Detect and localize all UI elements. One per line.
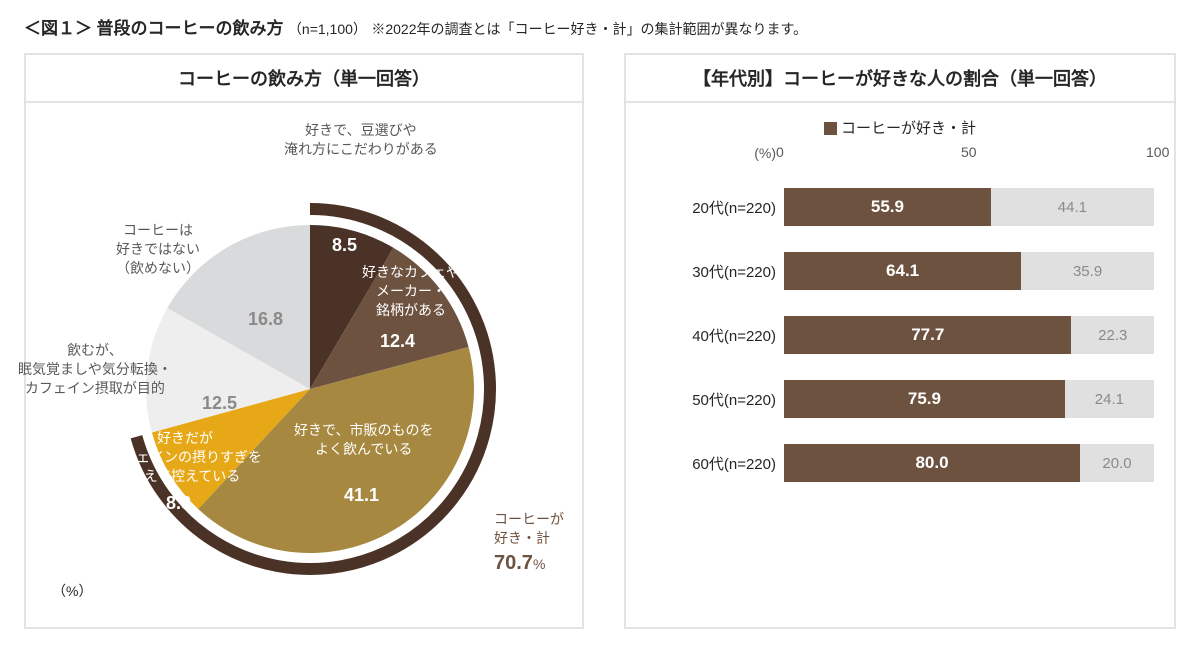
bar-fill: 75.9 <box>784 380 1065 418</box>
panels: コーヒーの飲み方（単一回答） （%） コーヒーが 好き・計 70.7% 好きで、… <box>24 53 1176 629</box>
bar-rest: 35.9 <box>1021 252 1154 290</box>
pie-slice-value: 12.4 <box>380 329 415 353</box>
pie-totals-line2: 好き・計 <box>494 529 564 549</box>
panel-pie-header: コーヒーの飲み方（単一回答） <box>26 55 582 103</box>
bars-axis-unit: (%) <box>646 145 784 161</box>
pie-slice-value: 41.1 <box>344 483 379 507</box>
pie-chart-area: （%） コーヒーが 好き・計 70.7% 好きで、豆選びや淹れ方にこだわりがある… <box>26 103 582 627</box>
legend-swatch <box>824 122 837 135</box>
bar-row: 40代(n=220)77.722.3 <box>646 316 1154 354</box>
pie-slice-label: コーヒーは好きではない（飲めない） <box>116 221 200 278</box>
bar-row: 20代(n=220)55.944.1 <box>646 188 1154 226</box>
bar-label: 30代(n=220) <box>646 261 784 282</box>
bar-track: 64.135.9 <box>784 252 1154 290</box>
bars-area: コーヒーが好き・計 (%) 050100 20代(n=220)55.944.13… <box>626 103 1174 502</box>
pie-slice-value: 16.8 <box>248 307 283 331</box>
pie-slice-label: 好きで、豆選びや淹れ方にこだわりがある <box>284 121 438 159</box>
panel-pie: コーヒーの飲み方（単一回答） （%） コーヒーが 好き・計 70.7% 好きで、… <box>24 53 584 629</box>
bar-fill: 77.7 <box>784 316 1071 354</box>
panel-bars-header: 【年代別】コーヒーが好きな人の割合（単一回答） <box>626 55 1174 103</box>
pie-totals: コーヒーが 好き・計 70.7% <box>494 510 564 577</box>
axis-tick: 0 <box>776 144 784 160</box>
bar-fill: 55.9 <box>784 188 991 226</box>
figure-main-title: 普段のコーヒーの飲み方 <box>96 19 283 38</box>
bar-label: 60代(n=220) <box>646 453 784 474</box>
pie-slice-label: 好きなカフェやメーカー・銘柄がある <box>362 263 460 320</box>
bars-legend: コーヒーが好き・計 <box>646 117 1154 138</box>
pie-slice-label: 好きで、市販のものをよく飲んでいる <box>294 421 433 459</box>
pie-slice-label: 飲むが、眠気覚ましや気分転換・カフェイン摂取が目的 <box>18 341 172 398</box>
bar-rest: 24.1 <box>1065 380 1154 418</box>
bars-axis-track: 050100 <box>784 144 1154 162</box>
bar-row: 50代(n=220)75.924.1 <box>646 380 1154 418</box>
bar-track: 80.020.0 <box>784 444 1154 482</box>
bars-axis: (%) 050100 <box>646 144 1154 162</box>
bars-holder: 20代(n=220)55.944.1 30代(n=220)64.135.9 40代(… <box>646 188 1154 482</box>
figure-asterisk-note: ※2022年の調査とは「コーヒー好き・計」の集計範囲が異なります。 <box>371 21 807 37</box>
bar-label: 20代(n=220) <box>646 197 784 218</box>
bar-label: 50代(n=220) <box>646 389 784 410</box>
bar-rest: 44.1 <box>991 188 1154 226</box>
bar-row: 60代(n=220)80.020.0 <box>646 444 1154 482</box>
pie-stage: （%） コーヒーが 好き・計 70.7% 好きで、豆選びや淹れ方にこだわりがある… <box>34 111 574 611</box>
figure-title: ＜図１＞ 普段のコーヒーの飲み方 （n=1,100） ※2022年の調査とは「コ… <box>24 14 1176 39</box>
axis-tick: 100 <box>1146 144 1169 160</box>
bar-track: 75.924.1 <box>784 380 1154 418</box>
bar-track: 77.722.3 <box>784 316 1154 354</box>
panel-bars: 【年代別】コーヒーが好きな人の割合（単一回答） コーヒーが好き・計 (%) 05… <box>624 53 1176 629</box>
pie-totals-value: 70.7% <box>494 549 564 577</box>
pie-slice-value: 8.8 <box>166 491 191 515</box>
pie-slice-label: 好きだがカフェインの摂りすぎを考えて控えている <box>108 429 262 486</box>
bar-fill: 80.0 <box>784 444 1080 482</box>
pie-unit-label: （%） <box>52 581 92 601</box>
bar-fill: 64.1 <box>784 252 1021 290</box>
bar-row: 30代(n=220)64.135.9 <box>646 252 1154 290</box>
figure-n: （n=1,100） <box>288 21 367 37</box>
legend-label: コーヒーが好き・計 <box>841 120 976 137</box>
bar-track: 55.944.1 <box>784 188 1154 226</box>
bar-rest: 22.3 <box>1071 316 1154 354</box>
pie-slice-value: 12.5 <box>202 391 237 415</box>
axis-tick: 50 <box>961 144 977 160</box>
figure-prefix: ＜図１＞ <box>24 19 92 38</box>
pie-totals-line1: コーヒーが <box>494 510 564 530</box>
pie-slice-value: 8.5 <box>332 233 357 257</box>
bar-rest: 20.0 <box>1080 444 1154 482</box>
bar-label: 40代(n=220) <box>646 325 784 346</box>
